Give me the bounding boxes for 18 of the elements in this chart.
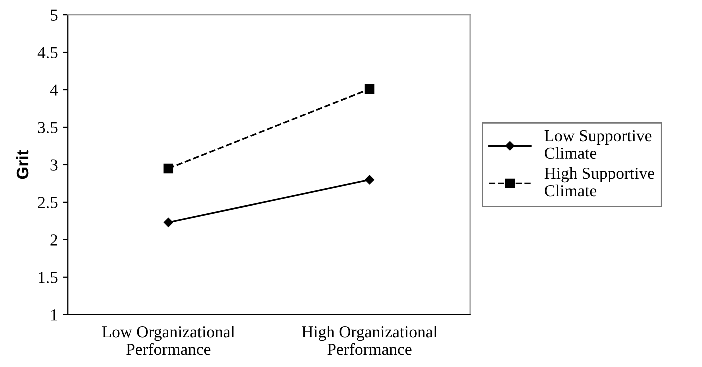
legend-label: Low Supportive Climate [544, 130, 652, 160]
y-tick-label: 5 [51, 10, 58, 21]
y-tick-label: 4 [50, 84, 58, 96]
y-tick-label: 1.5 [39, 272, 58, 284]
y-tick-label: 2.5 [38, 197, 58, 208]
y-tick-label: 1 [52, 310, 58, 321]
y-axis-title: Grit [16, 150, 29, 180]
x-tick-label: High Organizational Performance [302, 326, 438, 356]
y-tick-label: 4.5 [38, 47, 58, 59]
legend-label: High Supportive Climate [544, 167, 654, 197]
y-tick-label: 2 [50, 234, 58, 246]
point [365, 175, 374, 185]
y-tick-label: 3.5 [38, 122, 58, 134]
y-tick-label: 3 [50, 160, 58, 171]
point [164, 218, 174, 228]
point [164, 164, 174, 174]
point [364, 84, 375, 94]
x-tick-label: Low Organizational Performance [102, 326, 236, 356]
